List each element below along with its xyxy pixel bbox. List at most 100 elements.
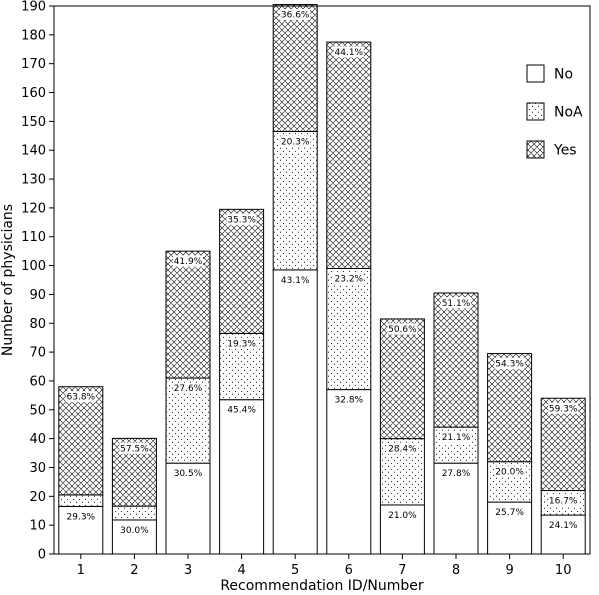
x-tick-label-2: 2	[130, 563, 138, 578]
y-tick-label-190: 190	[21, 0, 46, 15]
y-tick-label-120: 120	[21, 201, 46, 216]
data-label-no-6: 32.8%	[335, 396, 364, 406]
y-tick-label-170: 170	[21, 57, 46, 72]
bar-segment-yes-9	[487, 353, 533, 463]
data-label-no-5: 43.1%	[281, 276, 310, 286]
y-tick-label-60: 60	[29, 374, 46, 389]
x-tick-label-10: 10	[555, 563, 572, 578]
bar-segment-no-4	[219, 399, 265, 555]
y-tick-label-140: 140	[21, 144, 46, 159]
data-label-yes-3: 41.9%	[174, 257, 203, 267]
y-tick-label-150: 150	[21, 115, 46, 130]
data-label-bg-yes-9	[494, 358, 525, 370]
data-label-bg-no-10	[548, 519, 579, 531]
bar-segment-yes-3	[165, 250, 211, 379]
bar-segment-noa-1	[58, 494, 104, 507]
data-label-noa-8: 21.1%	[442, 433, 471, 443]
data-label-bg-noa-10	[548, 495, 579, 507]
data-label-noa-6: 23.2%	[335, 274, 364, 284]
legend-label-no: No	[554, 67, 573, 83]
data-label-bg-no-1	[65, 510, 96, 522]
y-axis: 0 10 20 30 40 50 60 70 80 90 100 110 120 130 140 150 160…	[21, 0, 54, 563]
data-label-bg-no-5	[280, 274, 311, 286]
y-tick-label-180: 180	[21, 28, 46, 43]
data-label-bg-noa-7	[387, 443, 418, 455]
data-label-yes-6: 44.1%	[335, 48, 364, 58]
y-tick-label-70: 70	[29, 346, 46, 361]
data-label-bg-no-2	[119, 524, 150, 536]
data-label-bg-yes-7	[387, 323, 418, 335]
legend-swatch-no	[526, 64, 545, 83]
data-label-bg-no-7	[387, 509, 418, 521]
data-label-noa-3: 27.6%	[174, 384, 203, 394]
data-label-no-10: 24.1%	[549, 521, 578, 531]
data-label-bg-noa-8	[441, 431, 471, 443]
data-label-yes-7: 50.6%	[388, 325, 417, 335]
data-label-bg-no-3	[173, 467, 203, 479]
y-axis-title: Number of physicians	[0, 204, 16, 356]
x-tick-label-5: 5	[291, 563, 299, 578]
data-label-bg-yes-1	[65, 391, 96, 403]
data-label-no-9: 25.7%	[495, 508, 524, 518]
data-label-bg-noa-5	[280, 135, 311, 147]
x-tick-label-8: 8	[452, 563, 460, 578]
data-label-noa-5: 20.3%	[281, 137, 310, 147]
bar-segment-noa-6	[326, 267, 372, 391]
data-label-yes-10: 59.3%	[549, 404, 578, 414]
data-label-yes-5: 36.6%	[281, 11, 310, 21]
legend-swatch-noa	[526, 102, 545, 121]
data-label-bg-no-4	[226, 404, 257, 416]
data-label-noa-10: 16.7%	[549, 497, 578, 507]
y-tick-label-160: 160	[21, 86, 46, 101]
x-axis-title: Recommendation ID/Number	[220, 578, 424, 594]
y-tick-label-40: 40	[29, 432, 46, 447]
x-tick-label-6: 6	[345, 563, 353, 578]
legend: No NoA Yes	[526, 64, 583, 159]
data-label-bg-yes-4	[226, 213, 257, 225]
legend-label-yes: Yes	[553, 143, 577, 159]
bar-segment-no-6	[326, 389, 372, 555]
data-label-yes-1: 63.8%	[67, 393, 96, 403]
data-label-bg-no-9	[494, 506, 525, 518]
data-label-no-1: 29.3%	[67, 512, 96, 522]
x-tick-label-4: 4	[237, 563, 245, 578]
y-tick-label-130: 130	[21, 173, 46, 188]
legend-label-noa: NoA	[554, 105, 583, 121]
data-label-bg-noa-4	[226, 337, 257, 349]
bar-segment-yes-8	[433, 292, 479, 428]
y-tick-label-30: 30	[29, 461, 46, 476]
data-label-yes-2: 57.5%	[120, 444, 149, 454]
data-label-bg-no-8	[441, 467, 471, 479]
x-tick-label-9: 9	[505, 563, 513, 578]
data-label-bg-noa-9	[494, 466, 525, 478]
data-label-bg-yes-6	[333, 46, 364, 58]
bar-segment-noa-5	[272, 130, 318, 271]
x-tick-label-3: 3	[184, 563, 192, 578]
bar-segment-yes-4	[219, 208, 265, 334]
legend-swatch-yes	[526, 140, 545, 159]
bar-segment-yes-1	[58, 386, 104, 496]
data-label-bg-yes-10	[548, 402, 579, 414]
data-label-noa-9: 20.0%	[495, 468, 524, 478]
x-axis: 1 2 3 4 5 6 7 8 9 10	[77, 554, 572, 578]
y-tick-label-10: 10	[29, 519, 46, 534]
data-label-yes-8: 51.1%	[442, 299, 471, 309]
data-labels-layer: 29.3% 63.8% 30.0% 57.5% 30.5% 27.6% 41.9% 45.4%…	[65, 9, 579, 536]
y-tick-label-0: 0	[38, 548, 46, 563]
y-tick-label-110: 110	[21, 230, 46, 245]
data-label-bg-no-6	[333, 394, 364, 406]
data-label-yes-4: 35.3%	[227, 215, 256, 225]
y-tick-label-100: 100	[21, 259, 46, 274]
x-tick-label-1: 1	[77, 563, 85, 578]
data-label-no-4: 45.4%	[227, 406, 256, 416]
data-label-no-8: 27.8%	[442, 469, 471, 479]
data-label-bg-yes-3	[173, 255, 203, 267]
bar-segment-yes-6	[326, 41, 372, 269]
data-label-noa-4: 19.3%	[227, 339, 256, 349]
x-tick-label-7: 7	[398, 563, 406, 578]
data-label-noa-7: 28.4%	[388, 445, 417, 455]
data-label-bg-noa-3	[173, 382, 203, 394]
y-tick-label-50: 50	[29, 403, 46, 418]
data-label-bg-noa-6	[333, 272, 364, 284]
